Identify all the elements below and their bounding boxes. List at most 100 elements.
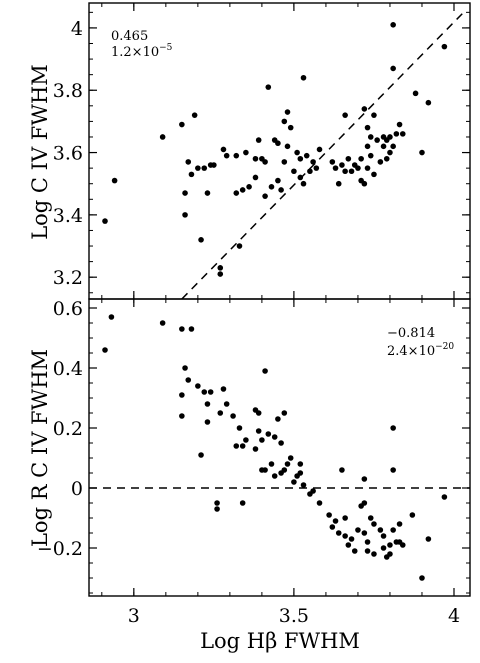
bottom-data-point xyxy=(239,500,246,506)
bottom-data-point xyxy=(271,434,278,440)
x-axis-label: Log Hβ FWHM xyxy=(200,629,360,653)
top-data-point xyxy=(217,265,224,271)
bottom-data-point xyxy=(348,536,355,542)
top-data-point xyxy=(252,155,259,162)
bottom-data-point xyxy=(262,467,268,473)
top-y-tick-label: 3.8 xyxy=(53,80,83,102)
bottom-data-point xyxy=(255,410,262,416)
bottom-data-point xyxy=(390,527,396,533)
x-tick-label: 4 xyxy=(448,605,460,627)
bottom-data-point xyxy=(185,377,192,383)
top-data-point xyxy=(291,168,297,175)
bottom-data-point xyxy=(409,512,416,518)
top-data-point xyxy=(371,112,377,118)
bottom-data-point xyxy=(316,500,323,506)
top-data-point xyxy=(268,184,275,190)
bottom-data-point xyxy=(419,575,425,581)
bottom-data-point xyxy=(179,392,185,398)
bottom-data-point xyxy=(281,467,288,473)
bottom-y-tick-label: 0 xyxy=(71,478,83,500)
top-probability-exponent: −5 xyxy=(159,43,173,53)
tick-labels: 3.2 3.4 3.6 3.8 4 0.6 0.4 0.2 0 −0.2 3 3.5 4 xyxy=(37,18,460,627)
bottom-data-point xyxy=(281,410,288,416)
bottom-data-point xyxy=(108,314,115,320)
bottom-data-point xyxy=(233,443,240,449)
top-data-point xyxy=(393,131,400,137)
bottom-data-point xyxy=(287,455,294,461)
bottom-data-point xyxy=(387,551,393,557)
bottom-data-point xyxy=(217,410,224,416)
bottom-data-point xyxy=(355,527,361,533)
bottom-data-point xyxy=(252,446,259,452)
bottom-data-point xyxy=(387,542,393,548)
top-data-point xyxy=(182,190,188,196)
x-tick-label: 3.5 xyxy=(279,605,309,627)
bottom-data-point xyxy=(380,533,387,539)
axis-ticks xyxy=(89,3,470,596)
bottom-data-point xyxy=(367,515,374,521)
bottom-data-point xyxy=(342,533,348,539)
bottom-data-point xyxy=(188,326,195,332)
top-data-point xyxy=(265,84,272,90)
bottom-data-point xyxy=(339,467,345,473)
bottom-data-point xyxy=(390,425,396,431)
top-data-point xyxy=(233,190,240,196)
top-data-point xyxy=(217,271,224,277)
bottom-data-point xyxy=(364,539,371,545)
bottom-data-point xyxy=(390,467,396,473)
bottom-data-point xyxy=(284,461,291,467)
top-data-point xyxy=(195,165,201,171)
top-data-point xyxy=(358,155,364,162)
top-data-point xyxy=(284,109,291,115)
bottom-data-point xyxy=(271,473,278,479)
bottom-data-point xyxy=(195,383,201,389)
top-data-point xyxy=(111,177,118,184)
top-y-tick-label: 3.4 xyxy=(53,205,83,227)
bottom-data-point xyxy=(159,320,166,326)
bottom-data-point xyxy=(182,365,188,371)
top-data-point xyxy=(239,187,246,193)
top-y-axis-label: Log C IV FWHM xyxy=(28,64,52,240)
bottom-probability-mantissa: 2.4×10 xyxy=(387,344,435,359)
top-data-point xyxy=(220,146,227,153)
top-data-point xyxy=(361,106,368,112)
bottom-data-point xyxy=(441,494,448,500)
bottom-data-point xyxy=(361,476,368,482)
top-data-point xyxy=(412,90,419,97)
top-data-point xyxy=(310,159,316,165)
top-correlation-value: 0.465 xyxy=(111,29,148,44)
top-data-point xyxy=(211,162,217,168)
bottom-data-point xyxy=(351,548,358,554)
top-data-point xyxy=(179,121,185,128)
top-reference-dashed-line xyxy=(181,11,465,300)
x-tick-label: 3 xyxy=(128,605,140,627)
top-data-point xyxy=(255,137,262,143)
bottom-data-point xyxy=(220,386,227,392)
top-data-point xyxy=(201,165,208,171)
top-data-point xyxy=(355,165,361,171)
bottom-data-point xyxy=(214,500,220,506)
top-data-point xyxy=(275,140,281,147)
top-data-point xyxy=(297,174,304,181)
bottom-y-tick-label: 0.4 xyxy=(53,358,83,380)
bottom-data-point xyxy=(265,431,272,437)
top-data-point xyxy=(300,74,307,81)
top-data-point xyxy=(367,134,374,140)
top-data-point xyxy=(419,149,425,156)
top-data-point xyxy=(399,131,406,137)
bottom-data-point xyxy=(380,545,387,551)
bottom-data-point xyxy=(291,479,297,485)
top-data-point xyxy=(275,177,281,184)
top-data-point xyxy=(198,237,204,243)
bottom-y-tick-label: −0.2 xyxy=(37,538,83,560)
bottom-data-point xyxy=(361,500,368,506)
top-data-point xyxy=(233,152,240,159)
bottom-data-point xyxy=(371,521,377,527)
top-data-point xyxy=(303,152,310,159)
bottom-data-point xyxy=(377,527,384,533)
top-data-point xyxy=(387,149,393,156)
bottom-data-point xyxy=(364,548,371,554)
top-probability-value: 1.2×10−5 xyxy=(111,43,173,60)
top-reference-line xyxy=(181,11,465,300)
bottom-data-point xyxy=(297,470,304,476)
